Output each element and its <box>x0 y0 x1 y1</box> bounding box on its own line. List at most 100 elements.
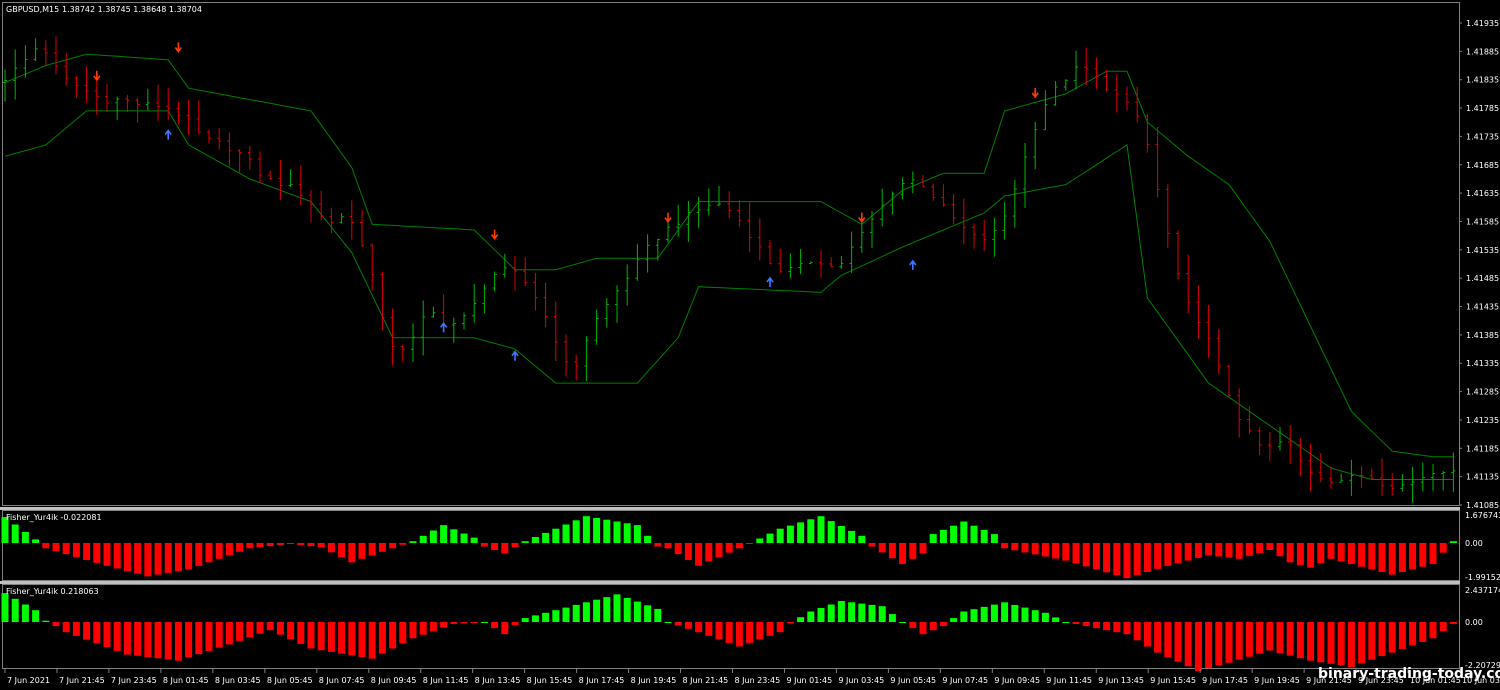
histogram-bar <box>1266 622 1274 651</box>
price-bar <box>1196 285 1201 339</box>
histogram-bar <box>990 604 998 622</box>
histogram-bar <box>1398 543 1406 572</box>
price-bar <box>615 285 619 323</box>
price-bar <box>1012 180 1017 228</box>
histogram-bar <box>348 543 356 563</box>
histogram-bar <box>603 519 611 543</box>
pane-separator[interactable] <box>0 507 1460 510</box>
histogram-bar <box>246 622 254 638</box>
price-bar <box>1114 74 1119 113</box>
histogram-bar <box>960 521 968 543</box>
histogram-bar <box>1052 617 1060 622</box>
price-bar <box>757 218 762 261</box>
price-bar <box>1359 465 1364 488</box>
histogram-bar <box>491 622 499 629</box>
histogram-bar <box>338 543 346 558</box>
price-bar <box>849 231 854 273</box>
histogram-bar <box>215 622 223 648</box>
time-axis-tick-label: 9 Jun 17:45 <box>1202 676 1248 685</box>
price-bar <box>482 284 487 314</box>
histogram-bar <box>1439 622 1447 632</box>
buy-arrow-icon <box>511 350 519 361</box>
chart-header-ohlc: 1.38742 1.38745 1.38648 1.38704 <box>62 5 202 14</box>
histogram-bar <box>1164 543 1172 566</box>
time-axis-tick-label: 7 Jun 2021 <box>7 676 50 685</box>
price-bar <box>645 234 650 273</box>
histogram-bar <box>1072 622 1080 624</box>
histogram-bar <box>429 530 437 543</box>
histogram-bar <box>307 622 315 649</box>
histogram-bar <box>1001 543 1009 549</box>
histogram-bar <box>1368 543 1376 570</box>
price-bar <box>951 193 956 225</box>
histogram-bar <box>103 543 111 566</box>
histogram-bar <box>1347 543 1355 565</box>
histogram-bar <box>644 605 652 622</box>
histogram-bar <box>1388 543 1396 575</box>
histogram-bar <box>419 622 427 635</box>
histogram-bar <box>837 601 845 622</box>
price-bar <box>931 183 936 201</box>
histogram-bar <box>1266 543 1274 550</box>
price-bar <box>400 344 405 362</box>
histogram-bar <box>1307 622 1315 661</box>
histogram-bar <box>103 622 111 648</box>
histogram-bar <box>297 622 305 644</box>
histogram-bar <box>1256 543 1264 553</box>
price-bar <box>145 88 150 111</box>
histogram-bar <box>878 543 886 553</box>
histogram-bar <box>695 622 703 633</box>
price-bar <box>33 38 38 62</box>
histogram-bar <box>1276 543 1284 557</box>
histogram-bar <box>766 533 774 543</box>
sell-arrow-icon <box>858 212 866 223</box>
price-bar <box>1431 464 1435 491</box>
histogram-bar <box>521 541 529 543</box>
histogram-bar <box>389 543 397 549</box>
histogram-bar <box>1194 622 1202 671</box>
histogram-bar <box>1419 622 1427 642</box>
histogram-bar <box>1235 622 1243 660</box>
price-bar <box>553 301 558 361</box>
histogram-bar <box>858 603 866 622</box>
histogram-bar <box>246 543 254 549</box>
histogram-bar <box>1286 543 1294 563</box>
histogram-bar <box>1082 622 1090 627</box>
histogram-bar <box>358 543 366 559</box>
price-bar <box>1349 459 1354 496</box>
histogram-bar <box>1011 604 1019 622</box>
price-bar <box>1084 47 1089 85</box>
price-bar <box>1257 427 1262 456</box>
histogram-bar <box>1123 543 1131 579</box>
price-bar <box>1329 466 1333 489</box>
histogram-bar <box>134 543 142 574</box>
histogram-bar <box>1307 543 1315 568</box>
histogram-bar <box>695 543 703 566</box>
histogram-bar <box>399 543 407 545</box>
time-axis: 7 Jun 2021 7 Jun 21:45 7 Jun 23:45 8 Jun 01… <box>4 669 1500 685</box>
price-bars <box>3 36 1456 504</box>
histogram-bar <box>878 606 886 622</box>
histogram-bar <box>1358 543 1366 567</box>
price-bar <box>655 238 660 261</box>
price-axis-tick-label: 1.41685 <box>1466 161 1499 170</box>
histogram-bar <box>72 543 80 558</box>
histogram-bar <box>603 597 611 622</box>
histogram-bar <box>1449 622 1457 624</box>
pane-separator[interactable] <box>0 581 1460 584</box>
histogram-bar <box>725 543 733 553</box>
price-bar <box>217 128 222 150</box>
price-bar <box>513 255 517 291</box>
time-axis-tick-label: 7 Jun 21:45 <box>59 676 105 685</box>
price-bar <box>992 217 997 257</box>
histogram-bar <box>1021 607 1029 622</box>
histogram-bar <box>174 543 182 572</box>
histogram-bar <box>1174 622 1182 662</box>
price-axis-tick-label: 1.41835 <box>1466 76 1499 85</box>
price-bar <box>421 300 426 356</box>
histogram-bar <box>378 543 386 552</box>
price-bar <box>1380 458 1384 497</box>
histogram-bar <box>797 522 805 543</box>
histogram-bar <box>256 622 264 634</box>
